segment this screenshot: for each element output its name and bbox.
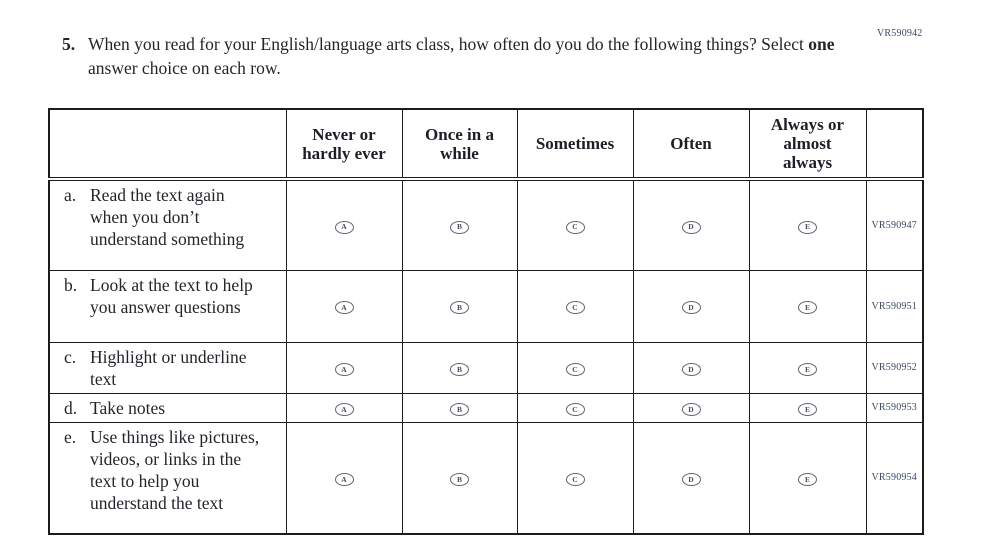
response-grid: Never or hardly ever Once in a while Som… bbox=[48, 108, 924, 535]
answer-bubble-e[interactable]: E bbox=[798, 220, 817, 234]
table-row: c. Highlight or underline text A B C D E… bbox=[48, 341, 924, 394]
answer-cell: B bbox=[401, 392, 518, 423]
row-label: Highlight or underline text bbox=[90, 346, 247, 389]
answer-cell: E bbox=[748, 421, 867, 535]
row-letter: d. bbox=[64, 397, 78, 418]
answer-cell: C bbox=[516, 421, 634, 535]
answer-cell: C bbox=[516, 392, 634, 423]
row-code: VR590954 bbox=[865, 421, 924, 535]
answer-bubble-e[interactable]: E bbox=[798, 362, 817, 376]
table-row: b. Look at the text to help you answer q… bbox=[48, 269, 924, 343]
answer-bubble-a[interactable]: A bbox=[334, 402, 354, 416]
answer-cell: A bbox=[285, 178, 403, 271]
row-label: Look at the text to help you answer ques… bbox=[90, 274, 253, 317]
question-number: 5. bbox=[62, 34, 76, 54]
row-code: VR590947 bbox=[865, 178, 924, 271]
answer-cell: B bbox=[401, 269, 518, 343]
answer-bubble-e[interactable]: E bbox=[798, 473, 817, 486]
answer-bubble-c[interactable]: C bbox=[565, 473, 585, 486]
answer-bubble-d[interactable]: D bbox=[681, 220, 701, 234]
row-label-cell: a. Read the text again when you don’t un… bbox=[48, 178, 287, 271]
column-header-often: Often bbox=[632, 108, 750, 181]
answer-bubble-a[interactable]: A bbox=[334, 301, 354, 315]
answer-bubble-d[interactable]: D bbox=[681, 301, 701, 315]
answer-cell: B bbox=[401, 421, 518, 535]
table-row: e. Use things like pictures, videos, or … bbox=[48, 421, 924, 535]
column-header-never: Never or hardly ever bbox=[285, 108, 403, 181]
table-row: d. Take notes A B C D E VR590953 bbox=[48, 392, 924, 423]
answer-bubble-b[interactable]: B bbox=[450, 402, 469, 416]
row-label: Take notes bbox=[90, 397, 166, 418]
answer-bubble-a[interactable]: A bbox=[334, 362, 354, 376]
answer-cell: C bbox=[516, 269, 634, 343]
row-letter: e. bbox=[64, 426, 77, 447]
answer-bubble-c[interactable]: C bbox=[565, 301, 585, 315]
question-text-before: When you read for your English/language … bbox=[88, 34, 809, 54]
answer-cell: E bbox=[748, 269, 867, 343]
question-text: When you read for your English/language … bbox=[88, 32, 836, 80]
answer-cell: C bbox=[516, 341, 634, 394]
answer-cell: A bbox=[285, 392, 403, 423]
answer-bubble-c[interactable]: C bbox=[565, 362, 585, 376]
answer-cell: C bbox=[516, 178, 634, 271]
answer-bubble-b[interactable]: B bbox=[450, 362, 469, 376]
answer-cell: D bbox=[632, 269, 750, 343]
answer-cell: E bbox=[748, 341, 867, 394]
question-text-bold: one bbox=[808, 34, 835, 54]
answer-bubble-b[interactable]: B bbox=[450, 473, 469, 486]
answer-bubble-d[interactable]: D bbox=[681, 402, 701, 416]
row-letter: c. bbox=[64, 346, 77, 367]
header-empty-code bbox=[865, 108, 924, 181]
answer-cell: E bbox=[748, 178, 867, 271]
answer-bubble-c[interactable]: C bbox=[565, 402, 585, 416]
row-code: VR590953 bbox=[865, 392, 924, 423]
answer-cell: D bbox=[632, 421, 750, 535]
answer-cell: A bbox=[285, 421, 403, 535]
answer-bubble-e[interactable]: E bbox=[798, 301, 817, 315]
header-empty-label bbox=[48, 108, 287, 181]
answer-cell: B bbox=[401, 341, 518, 394]
column-header-always: Always or almost always bbox=[748, 108, 867, 181]
row-label: Read the text again when you don’t under… bbox=[90, 185, 245, 249]
row-label-cell: d. Take notes bbox=[48, 392, 287, 423]
answer-cell: A bbox=[285, 269, 403, 343]
answer-bubble-a[interactable]: A bbox=[334, 220, 354, 234]
row-label-cell: b. Look at the text to help you answer q… bbox=[48, 269, 287, 343]
column-header-once-in-a-while: Once in a while bbox=[401, 108, 518, 181]
row-letter: a. bbox=[64, 185, 77, 205]
answer-bubble-c[interactable]: C bbox=[565, 220, 585, 234]
row-code: VR590951 bbox=[865, 269, 924, 343]
answer-cell: A bbox=[285, 341, 403, 394]
answer-cell: E bbox=[748, 392, 867, 423]
answer-bubble-b[interactable]: B bbox=[450, 220, 469, 234]
question-text-after: answer choice on each row. bbox=[88, 58, 281, 78]
answer-cell: B bbox=[401, 178, 518, 271]
answer-bubble-e[interactable]: E bbox=[798, 402, 817, 416]
column-header-sometimes: Sometimes bbox=[516, 108, 634, 181]
answer-bubble-b[interactable]: B bbox=[450, 301, 469, 315]
answer-bubble-d[interactable]: D bbox=[681, 362, 701, 376]
row-label: Use things like pictures, videos, or lin… bbox=[90, 426, 260, 513]
row-label-cell: e. Use things like pictures, videos, or … bbox=[48, 421, 287, 535]
answer-bubble-d[interactable]: D bbox=[681, 473, 701, 486]
table-row: a. Read the text again when you don’t un… bbox=[48, 178, 924, 271]
header-row: Never or hardly ever Once in a while Som… bbox=[48, 108, 924, 181]
row-label-cell: c. Highlight or underline text bbox=[48, 341, 287, 394]
answer-cell: D bbox=[632, 178, 750, 271]
form-code: VR590942 bbox=[877, 28, 923, 39]
answer-bubble-a[interactable]: A bbox=[334, 473, 354, 486]
row-code: VR590952 bbox=[865, 341, 924, 394]
question-stem: 5. When you read for your English/langua… bbox=[62, 32, 836, 80]
row-letter: b. bbox=[64, 274, 78, 295]
answer-cell: D bbox=[632, 392, 750, 423]
answer-cell: D bbox=[632, 341, 750, 394]
